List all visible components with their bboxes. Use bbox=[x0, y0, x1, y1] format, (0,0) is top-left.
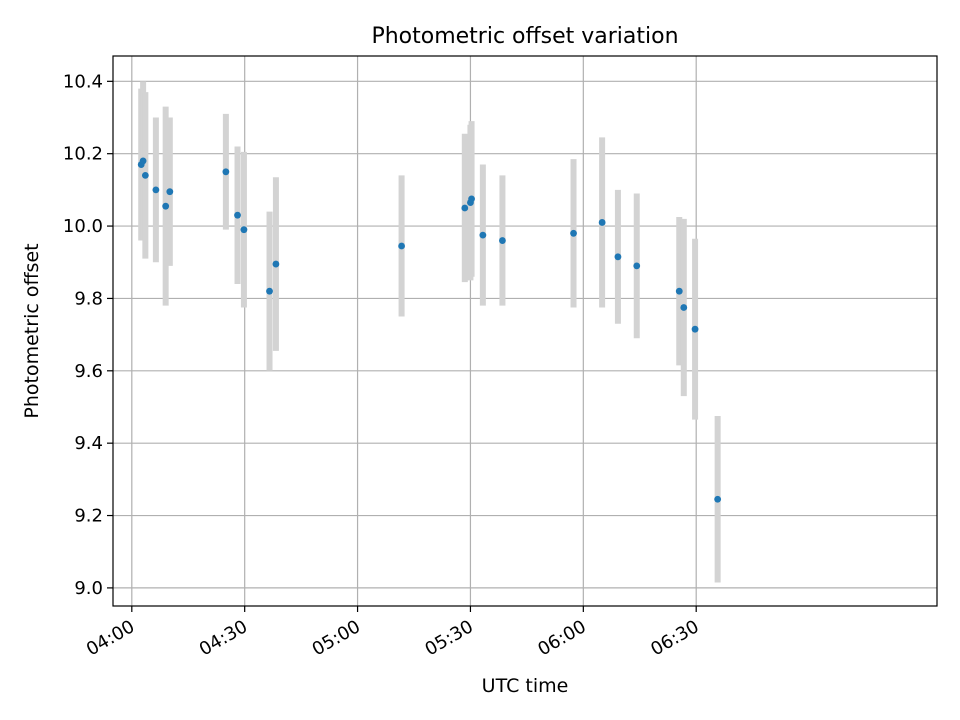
x-tick-label: 06:30 bbox=[647, 616, 702, 660]
y-tick-label: 10.2 bbox=[63, 144, 103, 165]
data-point bbox=[272, 260, 280, 268]
y-tick-label: 9.4 bbox=[74, 433, 103, 454]
y-tick-label: 10.0 bbox=[63, 216, 103, 237]
data-point bbox=[633, 262, 641, 270]
data-point bbox=[479, 231, 487, 239]
y-tick-label: 10.4 bbox=[63, 71, 103, 92]
chart-title: Photometric offset variation bbox=[371, 24, 678, 49]
data-point bbox=[468, 195, 475, 203]
data-point bbox=[139, 157, 147, 165]
error-bars bbox=[138, 81, 721, 583]
data-point bbox=[461, 204, 469, 212]
x-tick-label: 04:00 bbox=[83, 616, 138, 660]
y-tick-label: 9.6 bbox=[74, 361, 103, 382]
data-point bbox=[598, 219, 606, 226]
plot-area-frame bbox=[112, 55, 938, 607]
x-tick-label: 05:30 bbox=[422, 616, 477, 660]
data-point bbox=[266, 287, 273, 295]
data-point bbox=[152, 186, 160, 194]
grid bbox=[113, 56, 937, 606]
data-point bbox=[166, 188, 174, 196]
data-point bbox=[614, 253, 622, 261]
data-point bbox=[675, 287, 683, 295]
x-tick-label: 04:30 bbox=[196, 616, 251, 660]
y-axis-ticks: 9.0 9.2 9.4 9.6 9.8 10.0 10.2 10.4 bbox=[63, 71, 113, 599]
data-point bbox=[141, 172, 149, 179]
x-axis-label: UTC time bbox=[482, 675, 569, 697]
y-tick-label: 9.2 bbox=[74, 506, 103, 527]
data-point bbox=[680, 304, 688, 311]
data-point bbox=[240, 226, 248, 234]
data-point bbox=[398, 242, 405, 250]
x-axis-ticks: 04:00 04:30 05:00 05:30 06:00 06:30 bbox=[83, 606, 703, 660]
data-point bbox=[234, 211, 241, 219]
data-point bbox=[499, 237, 506, 244]
x-tick-label: 06:00 bbox=[534, 616, 589, 660]
y-tick-label: 9.8 bbox=[74, 288, 103, 309]
data-point bbox=[691, 325, 699, 333]
x-tick-label: 05:00 bbox=[309, 616, 364, 660]
y-tick-label: 9.0 bbox=[74, 578, 103, 599]
data-point bbox=[162, 202, 170, 210]
data-point bbox=[570, 229, 577, 237]
y-axis-label: Photometric offset bbox=[21, 243, 43, 418]
data-points bbox=[137, 157, 722, 503]
data-point bbox=[222, 168, 230, 176]
data-point bbox=[714, 495, 722, 503]
